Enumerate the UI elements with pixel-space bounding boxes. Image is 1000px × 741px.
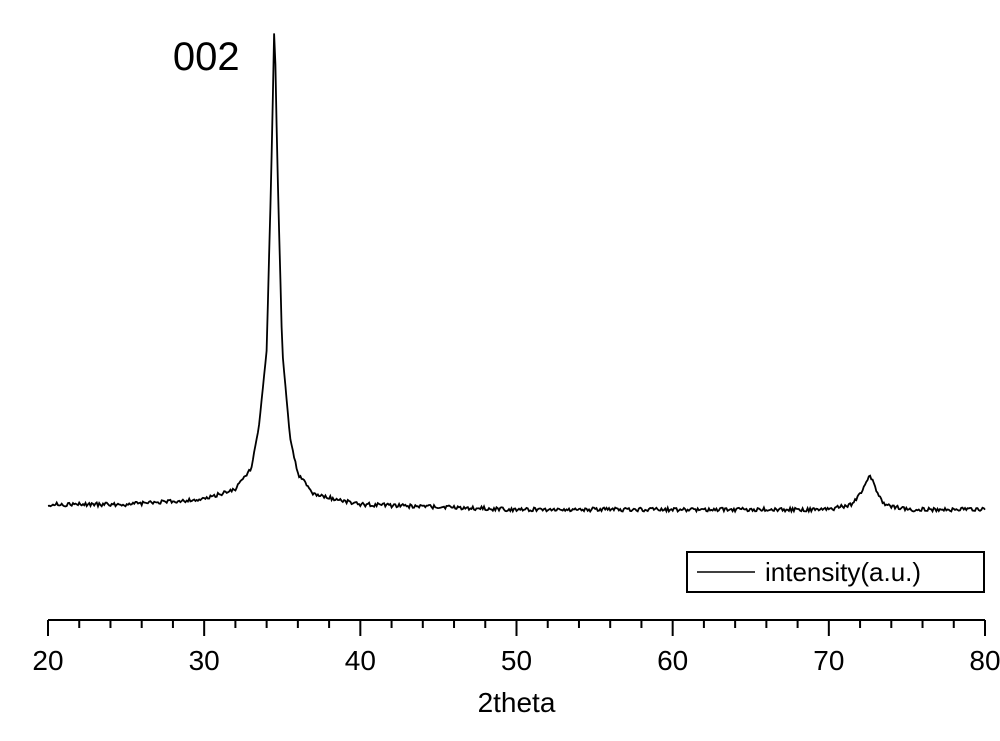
chart-svg: 002 intensity(a.u.) 20 30 40 50 60 70 80 2theta (0, 0, 1000, 741)
xrd-chart: 002 intensity(a.u.) 20 30 40 50 60 70 80 2theta (0, 0, 1000, 741)
x-tick-label: 50 (501, 645, 532, 676)
x-tick-label: 60 (657, 645, 688, 676)
x-tick-label: 30 (189, 645, 220, 676)
x-axis-label: 2theta (478, 687, 556, 718)
peak-label: 002 (173, 35, 240, 79)
legend-text: intensity(a.u.) (765, 557, 921, 587)
x-tick-label: 20 (32, 645, 63, 676)
x-tick-label: 70 (813, 645, 844, 676)
x-tick-label: 40 (345, 645, 376, 676)
x-tick-label: 80 (969, 645, 1000, 676)
